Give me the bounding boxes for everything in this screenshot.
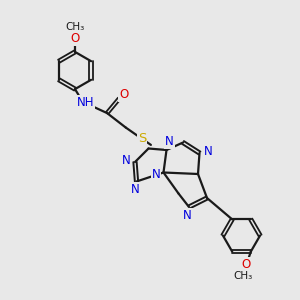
Text: O: O bbox=[70, 32, 80, 45]
Text: O: O bbox=[242, 258, 251, 271]
Text: CH₃: CH₃ bbox=[233, 271, 252, 281]
Text: N: N bbox=[130, 183, 140, 196]
Text: N: N bbox=[152, 167, 160, 181]
Text: O: O bbox=[119, 88, 128, 101]
Text: N: N bbox=[165, 135, 174, 148]
Text: N: N bbox=[122, 154, 131, 167]
Text: CH₃: CH₃ bbox=[65, 22, 85, 32]
Text: N: N bbox=[183, 209, 192, 222]
Text: NH: NH bbox=[77, 96, 94, 109]
Text: N: N bbox=[203, 145, 212, 158]
Text: S: S bbox=[138, 132, 146, 146]
